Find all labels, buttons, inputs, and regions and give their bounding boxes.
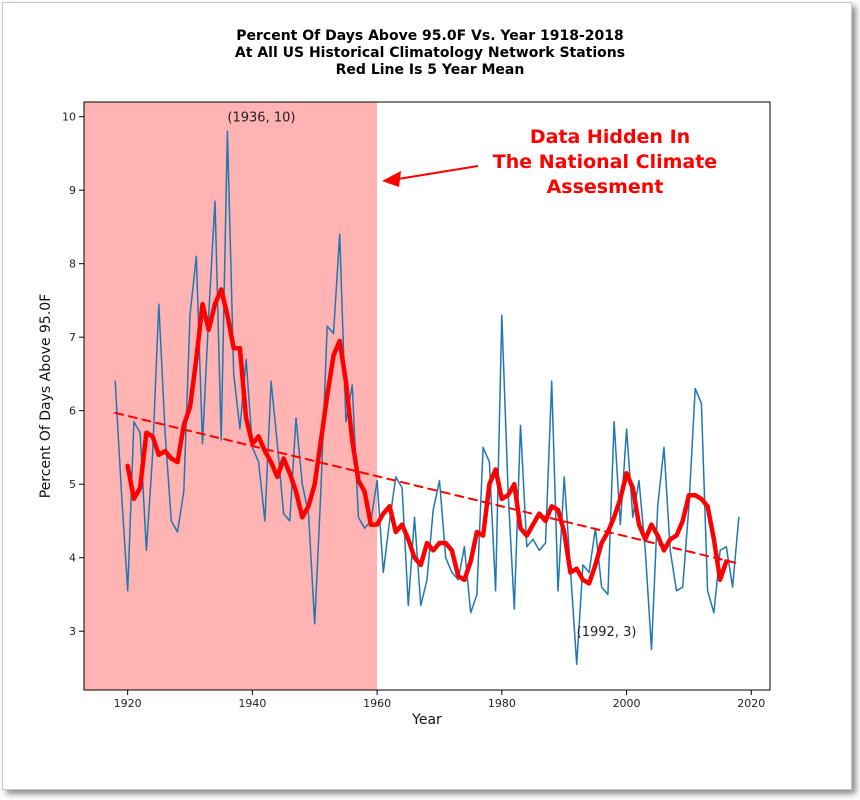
y-tick-label: 5 — [69, 478, 76, 491]
hidden-data-shaded-region — [84, 102, 378, 690]
callout-line-3: Assesment — [547, 176, 664, 198]
point-annotation: (1936, 10) — [227, 111, 295, 126]
x-tick-label: 1940 — [238, 697, 266, 710]
x-tick-label: 1980 — [488, 697, 516, 710]
series-group — [114, 130, 740, 666]
y-tick-label: 8 — [69, 258, 76, 271]
plot-area-border — [83, 101, 771, 691]
y-tick-label: 6 — [69, 405, 76, 418]
chart-title-line-1: Percent Of Days Above 95.0F Vs. Year 191… — [236, 28, 624, 44]
x-axis-label: Year — [411, 712, 442, 728]
callout-line-1: Data Hidden In — [530, 126, 690, 148]
x-tick-label: 2020 — [737, 697, 765, 710]
callout-arrow-head — [382, 171, 401, 187]
chart-title-line-2: At All US Historical Climatology Network… — [234, 45, 626, 61]
callout-group: Data Hidden In The National Climate Asse… — [382, 126, 717, 198]
y-tick-label: 9 — [69, 184, 76, 197]
five-year-mean-line — [125, 287, 729, 586]
callout-arrow-shaft — [397, 165, 479, 180]
y-tick-label: 3 — [69, 625, 76, 638]
point-annotation: (1992, 3) — [577, 625, 637, 640]
x-tick-label: 2000 — [613, 697, 641, 710]
y-axis-label: Percent Of Days Above 95.0F — [38, 294, 54, 499]
trend-line — [114, 411, 740, 565]
y-tick-label: 4 — [69, 552, 76, 565]
x-tick-label: 1960 — [363, 697, 391, 710]
chart-title-line-3: Red Line Is 5 Year Mean — [335, 62, 525, 78]
point-annotations: (1936, 10) (1992, 3) — [227, 111, 636, 641]
axis-ticks: 1920 1940 1960 1980 2000 2020 3 4 5 6 7 8 9 10 — [62, 111, 765, 710]
y-tick-label: 10 — [62, 111, 76, 124]
y-tick-label: 7 — [69, 331, 76, 344]
callout-line-2: The National Climate — [493, 151, 717, 173]
x-tick-label: 1920 — [114, 697, 142, 710]
